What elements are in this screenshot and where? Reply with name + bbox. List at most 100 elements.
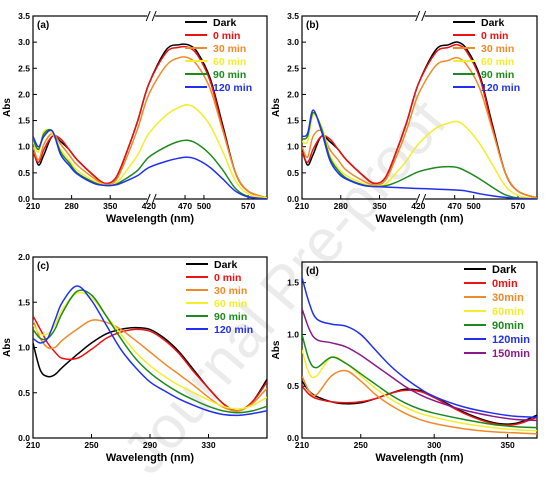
panel-label: (a) xyxy=(37,20,49,31)
legend-label: 120 min xyxy=(213,82,252,94)
axis-break-mark xyxy=(421,193,427,205)
axis-break-mark xyxy=(415,10,421,22)
x-tick-label: 570 xyxy=(241,201,255,211)
x-axis-label: Wavelength (nm) xyxy=(375,213,464,225)
x-tick-label: 420 xyxy=(411,201,425,211)
y-tick-label: 1.0 xyxy=(287,329,299,339)
y-tick-label: 1.5 xyxy=(287,278,299,288)
panel-b: 0.0 0.5 1.0 1.5 2.0 2.5 3.0 3.5 210 280 350 420 470 5… xyxy=(271,10,538,225)
x-tick-label: 210 xyxy=(26,440,40,450)
legend-label: 30min xyxy=(492,292,524,304)
y-tick-label: 1.0 xyxy=(287,142,299,152)
legend-label: 30 min xyxy=(214,285,247,297)
legend-label: 60 min xyxy=(214,298,247,310)
y-axis-label: Abs xyxy=(2,338,13,357)
y-tick-label: 3.5 xyxy=(18,11,30,21)
x-tick-label: 250 xyxy=(84,440,98,450)
legend-label: Dark xyxy=(492,264,517,276)
legend-label: Dark xyxy=(213,17,237,29)
x-axis-label: Wavelength (nm) xyxy=(106,213,195,225)
x-tick-label: 500 xyxy=(197,201,211,211)
axis-break-gap xyxy=(147,195,156,203)
x-tick-label: 210 xyxy=(295,440,309,450)
y-tick-label: 0.5 xyxy=(287,381,299,391)
x-tick-label: 290 xyxy=(143,440,157,450)
series-line-150min xyxy=(302,308,537,422)
series-line-90-min xyxy=(33,289,267,414)
legend-label: 90 min xyxy=(214,311,247,323)
axis-break-mark xyxy=(421,10,427,22)
x-axis-label: Wavelength (nm) xyxy=(106,452,195,464)
series-line-120min xyxy=(302,277,537,419)
x-tick-label: 330 xyxy=(201,440,215,450)
series-line-0-min xyxy=(302,43,537,199)
legend-label: 90min xyxy=(492,320,524,332)
x-axis-label: Wavelength (nm) xyxy=(375,452,464,464)
x-tick-label: 470 xyxy=(448,201,462,211)
y-tick-label: 0.0 xyxy=(18,433,30,443)
legend-label: 0 min xyxy=(481,30,508,42)
x-tick-label: 210 xyxy=(295,201,309,211)
legend-label: Dark xyxy=(214,259,238,271)
x-tick-label: 350 xyxy=(372,201,386,211)
legend-label: 120min xyxy=(492,334,530,346)
series-line-30min xyxy=(302,369,537,435)
legend-label: 120 min xyxy=(481,82,520,94)
legend-label: 60 min xyxy=(481,56,514,68)
panel-a: 0.0 0.5 1.0 1.5 2.0 2.5 3.0 3.5 210 280 350 420 470 5… xyxy=(2,10,268,225)
y-tick-label: 2.5 xyxy=(18,63,30,73)
x-tick-label: 210 xyxy=(26,201,40,211)
axis-break-mark xyxy=(145,193,151,205)
series-line-30-min xyxy=(33,56,267,199)
x-tick-label: 280 xyxy=(65,201,79,211)
series-line-0-min xyxy=(33,45,267,199)
y-tick-label: 0.0 xyxy=(18,194,30,204)
axis-break-gap xyxy=(416,195,425,203)
y-tick-label: 1.0 xyxy=(18,343,30,353)
series-line-60-min xyxy=(33,291,267,410)
legend-label: 60 min xyxy=(213,56,246,68)
legend-label: 90 min xyxy=(481,69,514,81)
series-line-0min xyxy=(302,385,537,426)
y-tick-label: 2.0 xyxy=(287,89,299,99)
y-tick-label: 0.0 xyxy=(287,194,299,204)
y-axis-label: Abs xyxy=(271,98,282,117)
watermark-text: Journal Pre-proof xyxy=(110,87,460,478)
legend-label: 120 min xyxy=(214,324,253,336)
legend-label: 0min xyxy=(492,278,518,290)
y-tick-label: 1.5 xyxy=(18,297,30,307)
y-axis-label: Abs xyxy=(2,98,13,117)
series-line-0-min xyxy=(33,315,267,412)
x-tick-label: 570 xyxy=(511,201,525,211)
axis-break-mark xyxy=(415,193,421,205)
axis-break-gap xyxy=(416,12,425,20)
legend-label: 30 min xyxy=(213,43,246,55)
panel-c: 0.0 0.5 1.0 1.5 2.0 210 250 290 330 (c) Abs Wavelen… xyxy=(2,252,268,464)
panel-label: (c) xyxy=(37,261,49,272)
y-tick-label: 2.5 xyxy=(287,63,299,73)
x-tick-label: 350 xyxy=(103,201,117,211)
series-line-120-min xyxy=(33,129,267,199)
y-tick-label: 2.0 xyxy=(18,89,30,99)
legend-label: 0 min xyxy=(213,30,240,42)
axis-break-mark xyxy=(151,10,157,22)
panel-label: (b) xyxy=(306,20,319,31)
y-tick-label: 0.5 xyxy=(287,168,299,178)
panel-d: 0.0 0.5 1.0 1.5 210 250 300 350 (d) Abs Wavelength… xyxy=(271,261,538,464)
legend-label: 150min xyxy=(492,348,530,360)
x-tick-label: 280 xyxy=(334,201,348,211)
y-axis-label: Abs xyxy=(271,340,282,359)
y-tick-label: 1.0 xyxy=(18,142,30,152)
axis-break-mark xyxy=(151,193,157,205)
legend-label: 30 min xyxy=(481,43,514,55)
y-tick-label: 0.5 xyxy=(18,388,30,398)
panel-label: (d) xyxy=(306,266,319,277)
y-tick-label: 3.0 xyxy=(18,37,30,47)
y-tick-label: 0.5 xyxy=(18,168,30,178)
y-tick-label: 1.5 xyxy=(18,116,30,126)
y-tick-label: 3.0 xyxy=(287,37,299,47)
series-line-30-min xyxy=(33,319,267,412)
y-tick-label: 2.0 xyxy=(18,252,30,262)
series-line-90min xyxy=(302,334,537,429)
